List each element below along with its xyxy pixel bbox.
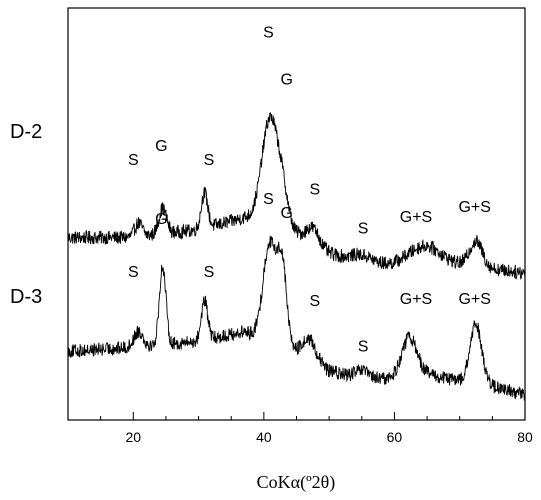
series-label-d2: D-2 [10, 121, 42, 143]
plot-lines [67, 112, 526, 401]
x-tick-label: 80 [517, 429, 533, 445]
peak-label-d-2-6: S [358, 221, 369, 238]
peak-label-d-3-4: G [280, 205, 292, 222]
peak-label-d-3-7: G+S [400, 291, 432, 308]
peak-label-d-3-2: S [204, 264, 215, 281]
peak-label-d-2-1: G [155, 138, 167, 155]
peak-label-d-3-5: S [309, 293, 320, 310]
x-axis-ticks: 20 40 60 80 [67, 412, 533, 445]
peak-label-d-2-5: S [309, 181, 320, 198]
peak-label-d-2-8: G+S [458, 199, 490, 216]
series-line-d-3 [67, 235, 526, 401]
peak-label-d-2-3: S [263, 24, 274, 41]
peak-label-d-2-2: S [204, 152, 215, 169]
series-label-d3: D-3 [10, 286, 42, 308]
peak-label-d-2-7: G+S [400, 209, 432, 226]
peak-label-d-3-0: S [128, 264, 139, 281]
x-tick-label: 60 [387, 429, 403, 445]
peak-label-d-3-8: G+S [458, 291, 490, 308]
peak-label-d-3-3: S [263, 191, 274, 208]
peak-label-d-2-0: S [128, 152, 139, 169]
series-line-d-2 [67, 112, 526, 280]
peak-label-d-2-4: G [280, 72, 292, 89]
plot-frame [67, 7, 526, 421]
peak-label-d-3-6: S [358, 338, 369, 355]
x-tick-label: 40 [256, 429, 272, 445]
x-tick-label: 20 [126, 429, 142, 445]
x-axis-title: CoKα(º2θ) [257, 472, 336, 493]
peak-label-d-3-1: G [155, 211, 167, 228]
